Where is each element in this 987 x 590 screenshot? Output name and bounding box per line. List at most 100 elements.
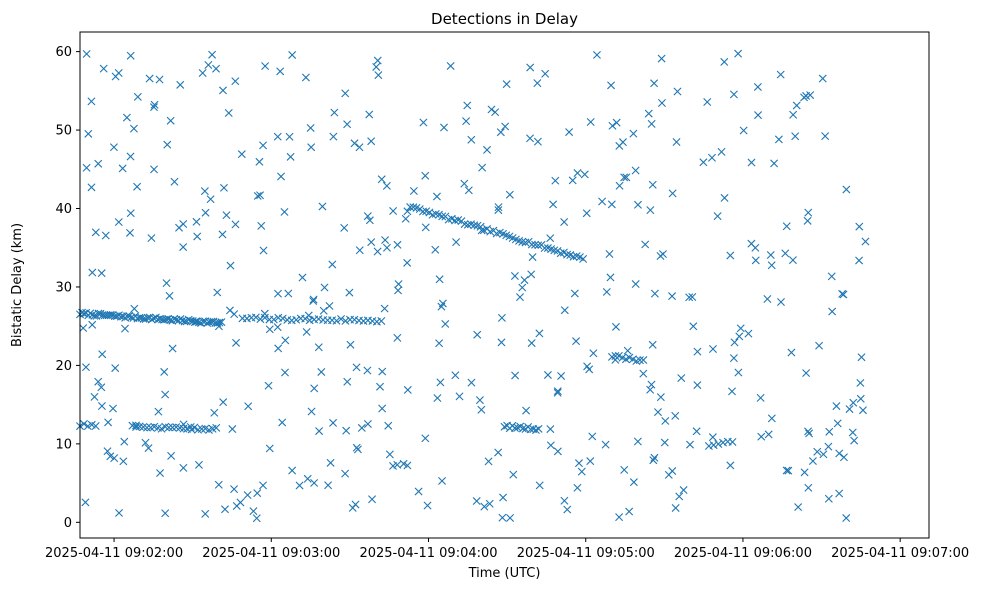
data-point xyxy=(94,377,103,386)
data-point xyxy=(825,427,834,436)
data-point xyxy=(505,190,514,199)
data-point xyxy=(431,245,440,254)
data-point xyxy=(160,367,169,376)
data-point xyxy=(527,339,536,348)
data-point xyxy=(307,143,316,152)
data-point xyxy=(126,209,135,218)
data-point xyxy=(440,123,448,132)
data-point xyxy=(389,461,398,470)
data-point xyxy=(302,327,311,336)
data-point xyxy=(87,97,96,106)
data-point xyxy=(317,367,326,376)
data-point xyxy=(224,109,233,118)
data-point xyxy=(304,311,313,320)
data-point xyxy=(298,273,307,282)
data-point xyxy=(380,304,389,313)
data-point xyxy=(342,426,351,435)
data-point xyxy=(527,270,536,279)
data-point xyxy=(228,425,237,434)
data-point xyxy=(452,238,461,247)
data-point-track-c xyxy=(563,250,572,259)
data-point xyxy=(161,509,170,518)
data-point xyxy=(382,243,391,252)
data-point xyxy=(586,457,595,466)
data-point xyxy=(767,414,776,423)
data-point xyxy=(401,214,410,223)
data-point xyxy=(601,440,610,449)
data-point xyxy=(265,325,274,334)
data-point xyxy=(230,310,239,319)
data-point xyxy=(835,489,844,498)
data-point xyxy=(858,406,867,415)
data-point xyxy=(792,101,801,110)
data-point xyxy=(763,295,772,303)
data-point-track-c xyxy=(534,241,543,250)
data-point xyxy=(824,494,833,503)
data-point-track-h xyxy=(704,442,713,450)
data-point xyxy=(87,183,96,192)
data-point xyxy=(155,75,164,84)
data-point xyxy=(677,374,686,383)
data-point-track-a xyxy=(164,314,173,323)
data-point xyxy=(118,164,127,173)
data-point xyxy=(357,423,366,432)
data-point xyxy=(499,493,508,502)
data-point xyxy=(478,163,487,172)
data-point xyxy=(436,378,445,387)
data-point-track-h xyxy=(709,441,718,450)
data-point-track-b xyxy=(292,315,301,324)
x-tick-label: 2025-04-11 09:03:00 xyxy=(202,546,340,561)
data-point xyxy=(776,70,785,79)
data-point-track-d xyxy=(91,421,100,430)
data-point xyxy=(688,293,697,301)
data-point xyxy=(109,143,118,152)
data-point xyxy=(753,82,762,91)
data-point xyxy=(219,398,228,407)
data-point xyxy=(707,153,716,162)
data-point xyxy=(382,181,391,190)
data-point xyxy=(734,49,743,58)
data-point xyxy=(161,390,170,399)
data-point xyxy=(611,355,620,364)
data-point xyxy=(340,223,349,232)
data-point xyxy=(618,138,627,147)
data-point xyxy=(94,159,103,168)
data-point xyxy=(324,481,333,490)
data-point xyxy=(633,437,642,446)
data-point xyxy=(480,502,489,511)
data-point xyxy=(110,454,119,463)
data-point-track-b xyxy=(278,314,287,323)
data-point xyxy=(735,332,744,341)
data-point-track-f xyxy=(518,424,527,433)
data-point xyxy=(511,371,520,380)
data-point xyxy=(855,256,864,265)
data-point xyxy=(106,452,115,461)
data-point xyxy=(286,152,295,161)
data-point xyxy=(713,212,722,221)
data-point xyxy=(502,80,511,89)
data-point xyxy=(346,340,355,349)
data-point xyxy=(130,304,139,313)
data-point xyxy=(832,402,841,411)
data-point xyxy=(685,293,694,302)
data-point xyxy=(97,402,106,411)
data-point xyxy=(833,419,842,428)
data-point xyxy=(363,366,372,375)
data-point xyxy=(222,211,231,220)
data-point xyxy=(232,338,241,347)
data-point xyxy=(565,128,574,137)
data-point xyxy=(307,407,316,416)
data-point xyxy=(259,246,268,255)
data-point xyxy=(88,268,97,277)
data-point xyxy=(441,319,450,328)
data-point xyxy=(350,139,359,148)
data-point xyxy=(187,425,196,434)
data-point xyxy=(372,62,381,71)
data-point xyxy=(423,501,432,510)
data-point xyxy=(577,467,586,476)
data-point xyxy=(475,396,484,405)
data-point xyxy=(477,405,486,414)
data-point xyxy=(602,287,611,296)
data-point xyxy=(280,207,289,216)
data-point xyxy=(463,101,472,110)
